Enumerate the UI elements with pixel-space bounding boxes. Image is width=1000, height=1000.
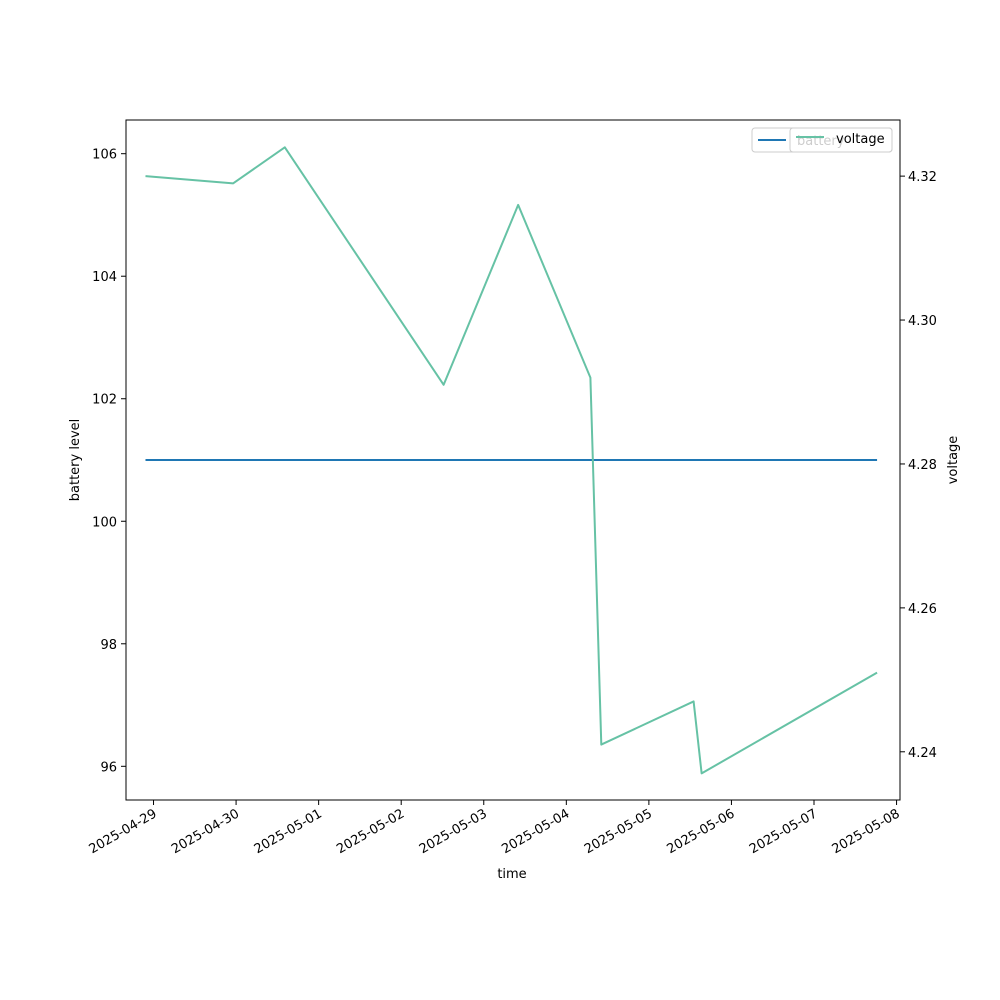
y-right-tick-label: 4.30 <box>908 314 937 329</box>
x-tick-label: 2025-05-03 <box>417 806 490 857</box>
x-tick-label: 2025-05-01 <box>252 806 325 857</box>
x-tick-label: 2025-05-08 <box>830 806 903 857</box>
x-axis-ticks: 2025-04-29 2025-04-30 2025-05-01 2025-05-02… <box>87 800 903 857</box>
y-left-tick-label: 102 <box>92 393 117 408</box>
x-axis-label: time <box>497 867 526 882</box>
y-left-tick-label: 96 <box>100 760 117 775</box>
x-tick-label: 2025-05-02 <box>334 806 407 857</box>
y-right-axis-label: voltage <box>946 436 961 485</box>
y-right-axis-ticks: 4.24 4.26 4.28 4.30 4.32 <box>900 170 937 761</box>
y-left-axis-label: battery level <box>68 419 83 502</box>
legend-voltage-label: voltage <box>836 132 885 147</box>
y-left-tick-label: 100 <box>92 515 117 530</box>
y-left-axis-ticks: 96 98 100 102 104 106 <box>92 148 126 775</box>
x-tick-label: 2025-05-07 <box>747 806 820 857</box>
legend-voltage: voltage <box>789 127 893 153</box>
y-left-tick-label: 98 <box>100 638 117 653</box>
x-tick-label: 2025-05-04 <box>499 806 572 857</box>
x-tick-label: 2025-04-30 <box>169 806 242 857</box>
y-right-tick-label: 4.26 <box>908 602 937 617</box>
legend-voltage-box <box>789 127 893 153</box>
x-tick-label: 2025-04-29 <box>87 806 160 857</box>
series-line-voltage <box>145 146 878 775</box>
x-tick-label: 2025-05-06 <box>665 806 738 857</box>
y-right-tick-label: 4.24 <box>908 746 937 761</box>
series-lines <box>145 146 878 775</box>
x-tick-label: 2025-05-05 <box>582 806 655 857</box>
y-left-tick-label: 106 <box>92 148 117 163</box>
plot-frame <box>125 119 901 801</box>
y-right-tick-label: 4.32 <box>908 170 937 185</box>
y-right-tick-label: 4.28 <box>908 458 937 473</box>
y-left-tick-label: 104 <box>92 270 117 285</box>
